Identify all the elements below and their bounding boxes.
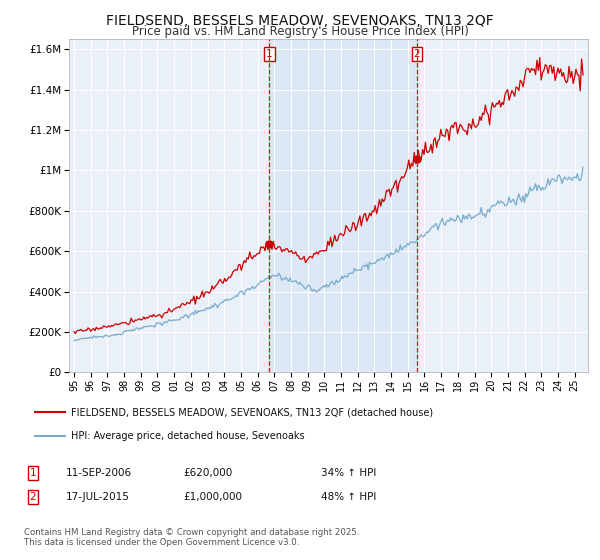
Bar	[269, 39, 417, 372]
Text: 48% ↑ HPI: 48% ↑ HPI	[321, 492, 376, 502]
Text: 1: 1	[266, 49, 273, 59]
Text: FIELDSEND, BESSELS MEADOW, SEVENOAKS, TN13 2QF (detached house): FIELDSEND, BESSELS MEADOW, SEVENOAKS, TN…	[71, 408, 433, 418]
Text: £1,000,000: £1,000,000	[183, 492, 242, 502]
Text: 17-JUL-2015: 17-JUL-2015	[66, 492, 130, 502]
Text: 11-SEP-2006: 11-SEP-2006	[66, 468, 132, 478]
Text: 1: 1	[29, 468, 37, 478]
Text: FIELDSEND, BESSELS MEADOW, SEVENOAKS, TN13 2QF: FIELDSEND, BESSELS MEADOW, SEVENOAKS, TN…	[106, 14, 494, 28]
Text: 2: 2	[413, 49, 420, 59]
Text: Price paid vs. HM Land Registry's House Price Index (HPI): Price paid vs. HM Land Registry's House …	[131, 25, 469, 38]
Text: HPI: Average price, detached house, Sevenoaks: HPI: Average price, detached house, Seve…	[71, 431, 305, 441]
Text: 34% ↑ HPI: 34% ↑ HPI	[321, 468, 376, 478]
Text: £620,000: £620,000	[183, 468, 232, 478]
Text: 2: 2	[29, 492, 37, 502]
Text: Contains HM Land Registry data © Crown copyright and database right 2025.
This d: Contains HM Land Registry data © Crown c…	[24, 528, 359, 547]
